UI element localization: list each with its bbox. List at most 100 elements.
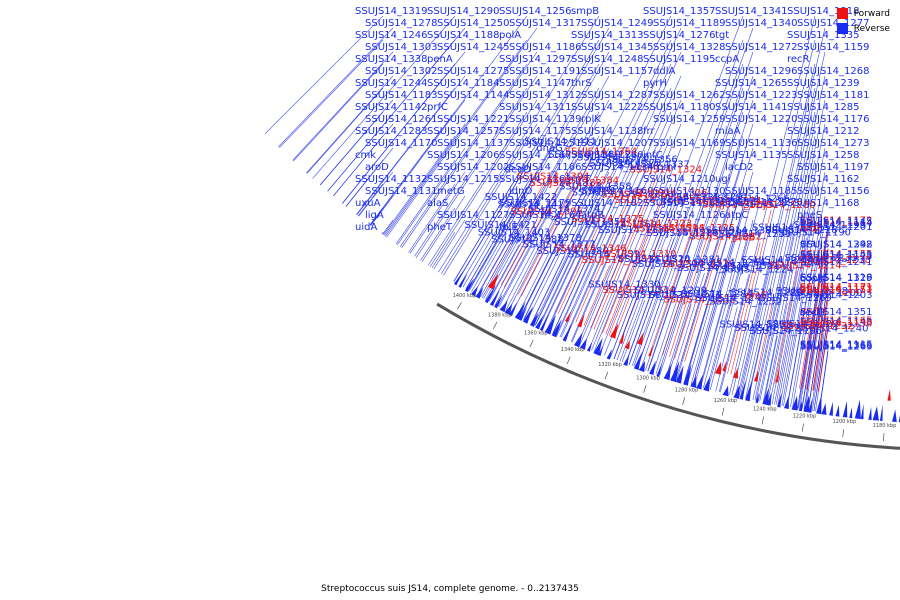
gene-label-138: SSUJS14_1276 <box>643 30 716 41</box>
gene-label-15: SSUJS14_1364 <box>565 147 638 158</box>
label-leader-81 <box>767 303 788 404</box>
gene-label-166: pyrH <box>643 78 667 89</box>
gene-label-107: SSUJS14_1114 <box>800 218 873 229</box>
gene-label-148: SSUJS14_1338 <box>355 54 428 65</box>
feature-arrow-24 <box>579 338 587 350</box>
label-leader-148 <box>293 63 384 162</box>
tick-label-6: 1280 kbp <box>675 387 699 393</box>
feature-arrow-43 <box>690 376 697 388</box>
gene-label-147: SSUJS14_1159 <box>797 42 870 53</box>
gene-label-183: SSUJS14_1261 <box>365 114 438 125</box>
gene-label-78: SSUJS14_1267 <box>755 258 828 269</box>
label-leader-54 <box>659 237 705 376</box>
feature-arrow-62 <box>803 395 810 413</box>
label-leader-166 <box>559 87 672 337</box>
label-leader-23 <box>541 167 618 329</box>
tick-label-5: 1300 kbp <box>636 376 660 382</box>
gene-label-222: SSUJS14_1210 <box>643 174 716 185</box>
label-leader-5 <box>476 209 526 296</box>
tick-mark-11 <box>883 433 885 442</box>
label-leader-188 <box>675 123 754 380</box>
label-leader-204 <box>345 159 384 207</box>
label-leader-239 <box>382 219 394 235</box>
feature-arrow-58 <box>777 393 782 408</box>
label-leader-104 <box>818 328 829 392</box>
gene-label-69: SSUJS14_1224 <box>721 265 794 276</box>
gene-label-29: SSUJS14_1369 <box>585 220 658 231</box>
feature-arrow-61 <box>798 400 803 412</box>
gene-label-228: SSUJS14_1160 <box>581 186 654 197</box>
gene-label-196: SSUJS14_1212 <box>787 126 860 137</box>
gene-label-83: SSUJS14_1190 <box>779 228 852 239</box>
gene-label-131: SSUJS14_1189 <box>653 18 726 29</box>
gene-label-112: SSUJS14_1366 <box>800 341 873 352</box>
label-leader-153 <box>637 63 744 368</box>
gene-label-123: smpB <box>571 6 599 17</box>
label-leader-231 <box>787 195 826 407</box>
label-leader-130 <box>456 27 610 284</box>
label-leader-220 <box>465 183 528 289</box>
feature-arrow-41 <box>675 365 684 384</box>
label-leader-177 <box>369 111 456 226</box>
tick-mark-7 <box>721 407 725 416</box>
feature-arrow-20 <box>564 310 572 323</box>
gene-label-181: SSUJS14_1141 <box>715 102 788 113</box>
gene-label-133: SSUJS14_1277 <box>797 18 870 29</box>
feature-arrows <box>453 270 900 423</box>
gene-label-65: SSUJS14_1301 <box>707 261 780 272</box>
gene-label-64: SSUJS14_1247 <box>695 293 768 304</box>
feature-arrow-68 <box>842 401 848 418</box>
label-leader-29 <box>564 229 613 339</box>
gene-label-226: metG <box>437 186 465 197</box>
gene-label-19: SSUJS14_1370 <box>577 152 650 163</box>
label-leader-71 <box>730 209 772 375</box>
gene-label-121: SSUJS14_1290 <box>427 6 500 17</box>
gene-label-66: SSUJS14_1233 <box>719 229 792 240</box>
gene-label-97: SSUJS14_1171 <box>800 282 873 293</box>
label-leader-34 <box>590 204 643 329</box>
feature-arrow-25 <box>586 341 593 352</box>
feature-arrow-71 <box>860 403 864 420</box>
label-leader-4 <box>473 237 507 294</box>
gene-label-50: SSUJS14_1325 <box>663 223 736 234</box>
label-leader-144 <box>471 51 610 292</box>
label-leader-136 <box>385 39 528 237</box>
gene-label-186: rplK <box>581 114 601 125</box>
gene-label-27: SSUJS14_1356 <box>605 154 678 165</box>
gene-label-7: dnaG <box>536 143 563 154</box>
gene-label-114: SSUJS14_1329 <box>800 273 873 284</box>
label-leader-66 <box>706 238 748 389</box>
gene-label-125: SSUJS14_1341 <box>715 6 788 17</box>
label-leader-57 <box>671 272 705 379</box>
label-leader-70 <box>727 242 761 374</box>
gene-label-67: SSUJS14_1270 <box>730 197 803 208</box>
label-leader-190 <box>333 135 384 197</box>
label-leader-191 <box>383 135 456 235</box>
gene-label-182: SSUJS14_1285 <box>787 102 860 113</box>
kbp-ticks: 1400 kbp 1380 kbp 1360 kbp 1340 kbp 1320 kbp… <box>453 293 896 442</box>
tick-mark-0 <box>457 302 462 310</box>
gene-label-204: cmk <box>355 150 376 161</box>
label-leader-236 <box>613 207 672 360</box>
gene-label-24: SSUJS14_1346 <box>554 243 627 254</box>
label-leader-93 <box>810 300 829 411</box>
gene-label-175: SSUJS14_1181 <box>797 90 870 101</box>
gene-label-28: SSUJS14_1339 <box>568 249 641 260</box>
gene-label-68: SSUJS14_1252 <box>709 297 782 308</box>
gene-label-232: uxuA <box>355 198 381 209</box>
feature-arrow-23 <box>573 332 583 348</box>
label-leader-19 <box>526 162 606 322</box>
label-leader-107 <box>797 227 829 409</box>
gene-label-49: SSUJS14_1281 <box>649 254 722 265</box>
gene-label-21: SSUJS14_1352 <box>554 217 627 228</box>
label-leader-184 <box>384 123 466 236</box>
gene-label-239: ligA <box>365 210 384 221</box>
gene-label-116: SSUJS14_1263 <box>800 341 873 352</box>
label-leader-63 <box>694 203 746 386</box>
gene-label-44: SSUJS14_1321 <box>617 290 690 301</box>
gene-label-159: ddlA <box>653 66 675 77</box>
feature-arrow-42 <box>683 363 692 386</box>
gene-label-218: SSUJS14_1132 <box>355 174 428 185</box>
gene-label-3: SSUJS14_1411 <box>524 137 597 148</box>
label-leader-80 <box>763 335 778 403</box>
